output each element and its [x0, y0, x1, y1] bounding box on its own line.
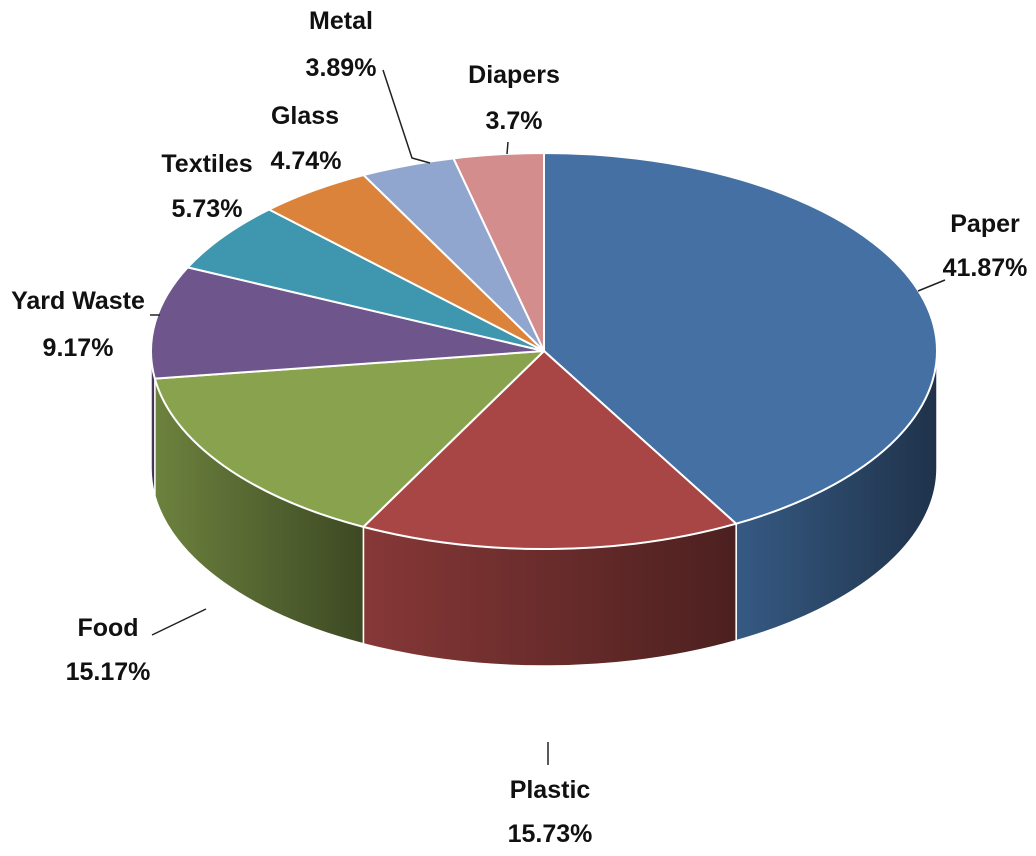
- slice-name-yard-waste: Yard Waste: [11, 287, 145, 315]
- leader-line-food: [151, 608, 207, 636]
- slice-value-metal: 3.89%: [306, 54, 377, 82]
- pie-slice-food: [153, 350, 545, 528]
- leader-line-diapers: [506, 141, 509, 155]
- slice-value-food: 15.17%: [66, 658, 151, 686]
- leader-line-metal: [382, 69, 431, 164]
- pie-slice-yard-waste: [150, 266, 545, 380]
- pie-slice-textiles: [186, 208, 545, 352]
- slice-name-food: Food: [77, 614, 138, 642]
- slice-value-yard-waste: 9.17%: [43, 334, 114, 362]
- slice-name-metal: Metal: [309, 7, 373, 35]
- slice-name-plastic: Plastic: [510, 776, 591, 804]
- pie-slice-paper: [543, 152, 938, 525]
- pie-top-faces: [150, 152, 938, 550]
- slice-name-textiles: Textiles: [161, 150, 252, 178]
- slice-value-plastic: 15.73%: [508, 820, 593, 848]
- slice-name-paper: Paper: [950, 210, 1020, 238]
- pie-slice-diapers: [452, 152, 545, 352]
- slice-name-glass: Glass: [271, 102, 339, 130]
- slice-name-diapers: Diapers: [468, 61, 560, 89]
- slice-value-textiles: 5.73%: [172, 195, 243, 223]
- pie-slice-plastic: [362, 350, 738, 550]
- leader-line-paper: [917, 279, 946, 292]
- pie-labels: Paper 41.87% Plastic 15.73% Food 15.17% Yard W…: [11, 7, 1027, 848]
- slice-value-paper: 41.87%: [943, 254, 1028, 282]
- slice-value-diapers: 3.7%: [486, 107, 543, 135]
- slice-value-glass: 4.74%: [271, 147, 342, 175]
